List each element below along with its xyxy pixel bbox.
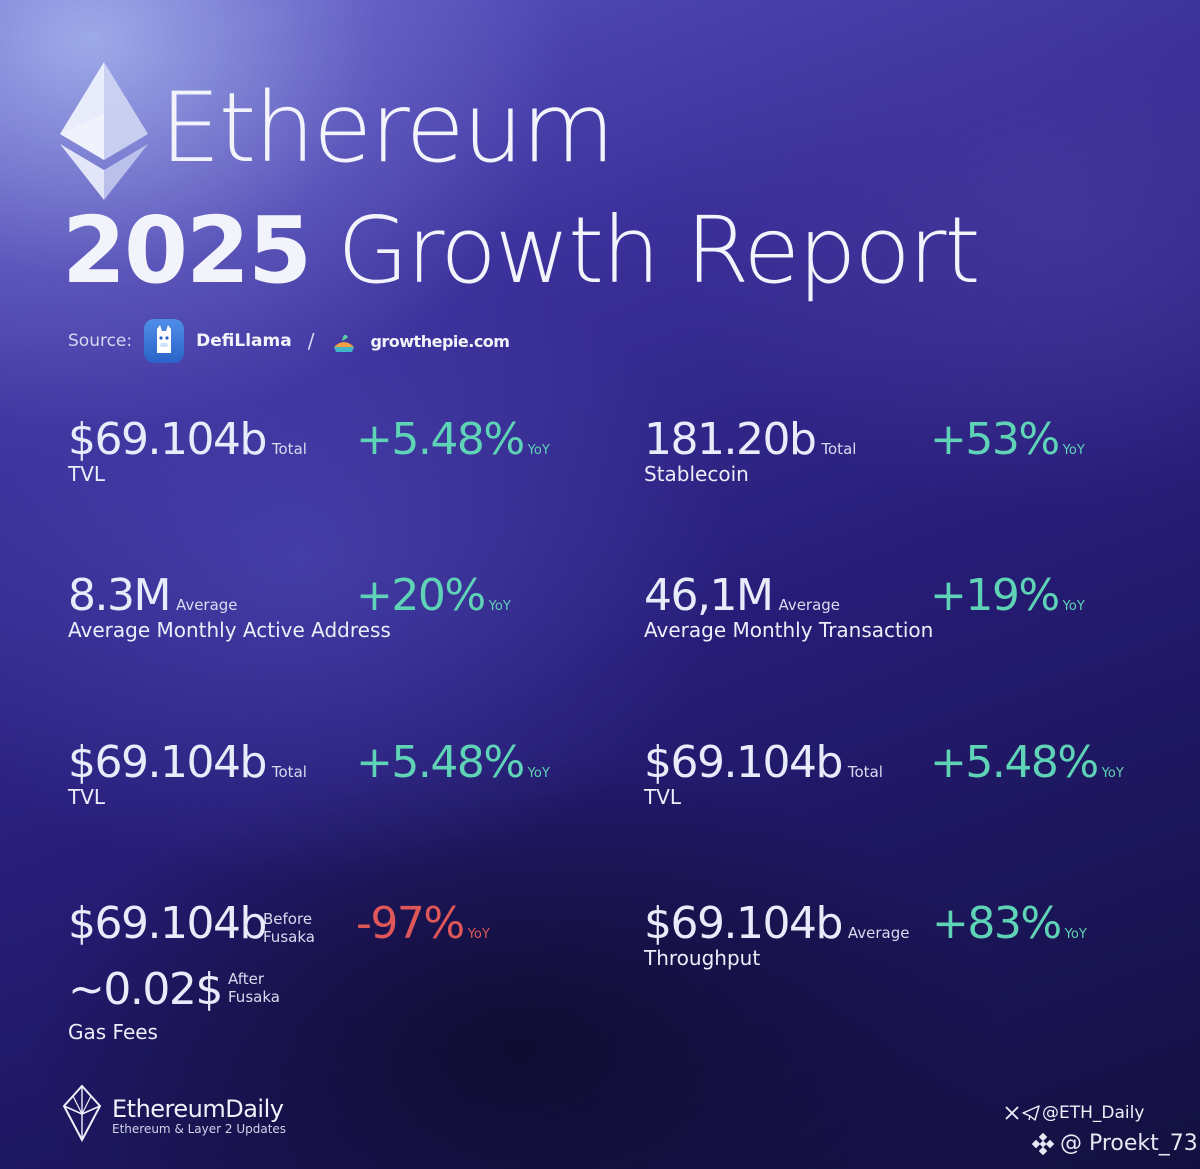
- metric-suffix: Average: [175, 596, 238, 614]
- metric-suffix: Total: [847, 763, 883, 781]
- metric-change: +5.48% YoY: [356, 414, 550, 465]
- yoy-label: YoY: [467, 927, 490, 942]
- metric-suffix: Average: [847, 924, 910, 942]
- metric-suffix: Total: [271, 763, 307, 781]
- report-subtitle: Growth Report: [337, 197, 980, 304]
- metric-value: 8.3M Average: [68, 570, 238, 621]
- metric-value: $69.104b Total: [644, 737, 883, 788]
- metric-throughput: $69.104b Average +83% YoY Throughput: [644, 898, 1164, 978]
- metric-label: TVL: [68, 462, 106, 486]
- source-label: Source:: [68, 331, 133, 351]
- metric-stablecoin: 181.20b Total +53% YoY Stablecoin: [644, 414, 1164, 494]
- metric-value-after: ~0.02$: [68, 964, 223, 1015]
- metric-label: Average Monthly Active Address: [68, 618, 391, 642]
- metric-label: Throughput: [644, 946, 761, 970]
- metric-tvl-2: $69.104b Total +5.48% YoY TVL: [68, 737, 588, 817]
- footer-tagline: Ethereum & Layer 2 Updates: [112, 1122, 287, 1136]
- defillama-icon: [144, 319, 185, 363]
- metric-label: TVL: [644, 785, 682, 809]
- metric-label: Gas Fees: [68, 1020, 158, 1044]
- watermark-text: @ Proekt_73: [1060, 1131, 1198, 1156]
- metric-value: $69.104b Average: [644, 898, 910, 949]
- yoy-label: YoY: [1062, 443, 1085, 458]
- ethereum-daily-logo-icon: [62, 1084, 102, 1142]
- source-row: Source: DefiLlama / growthepie.com: [68, 318, 510, 364]
- metric-tvl: $69.104b Total +5.48% YoY TVL: [68, 414, 588, 494]
- metric-suffix: Average: [778, 596, 841, 614]
- metric-value: $69.104b Total: [68, 414, 307, 465]
- metric-suffix: Total: [821, 440, 857, 458]
- metric-label: Stablecoin: [644, 462, 749, 486]
- social-handle[interactable]: @ETH_Daily: [1004, 1103, 1144, 1123]
- source-defillama: DefiLlama: [196, 331, 292, 351]
- metric-value: $69.104b: [68, 898, 267, 949]
- footer-brand: EthereumDaily: [112, 1095, 284, 1123]
- growthepie-icon: [334, 334, 355, 352]
- ethereum-logo-icon: [60, 62, 148, 200]
- social-handle-text: @ETH_Daily: [1042, 1103, 1145, 1123]
- metric-monthly-transaction: 46,1M Average +19% YoY Average Monthly Tra…: [644, 570, 1184, 650]
- telegram-icon: [1022, 1105, 1040, 1121]
- metric-suffix: Total: [271, 440, 307, 458]
- yoy-label: YoY: [1064, 927, 1087, 942]
- metric-tvl-3: $69.104b Total +5.48% YoY TVL: [644, 737, 1164, 817]
- metric-value: 181.20b Total: [644, 414, 857, 465]
- page-title: Ethereum: [160, 72, 615, 184]
- source-separator: /: [307, 329, 315, 353]
- binance-icon: [1032, 1132, 1054, 1155]
- metric-suffix-before: Before Fusaka: [263, 910, 315, 946]
- metric-change: +53% YoY: [930, 414, 1085, 465]
- metric-value: $69.104b Total: [68, 737, 307, 788]
- metric-change: -97% YoY: [356, 898, 490, 949]
- metric-suffix-after: After Fusaka: [228, 970, 280, 1006]
- metric-label: TVL: [68, 785, 106, 809]
- metric-change: +20% YoY: [356, 570, 511, 621]
- yoy-label: YoY: [1062, 599, 1085, 614]
- watermark: @ Proekt_73: [1032, 1131, 1198, 1156]
- metric-value: 46,1M Average: [644, 570, 841, 621]
- metric-label: Average Monthly Transaction: [644, 618, 934, 642]
- yoy-label: YoY: [527, 766, 550, 781]
- report-year: 2025: [62, 197, 312, 304]
- metric-change: +5.48% YoY: [930, 737, 1124, 788]
- yoy-label: YoY: [1101, 766, 1124, 781]
- x-icon: [1005, 1106, 1019, 1120]
- metric-active-address: 8.3M Average +20% YoY Average Monthly Acti…: [68, 570, 608, 650]
- metric-change: +5.48% YoY: [356, 737, 550, 788]
- yoy-label: YoY: [527, 443, 550, 458]
- metric-change: +19% YoY: [930, 570, 1085, 621]
- metric-change: +83% YoY: [932, 898, 1087, 949]
- report-title: 2025 Growth Report: [62, 205, 981, 297]
- metric-gas-fees: $69.104b Before Fusaka -97% YoY ~0.02$ Aft…: [68, 898, 588, 1058]
- yoy-label: YoY: [488, 599, 511, 614]
- source-growthepie: growthepie.com: [370, 331, 510, 351]
